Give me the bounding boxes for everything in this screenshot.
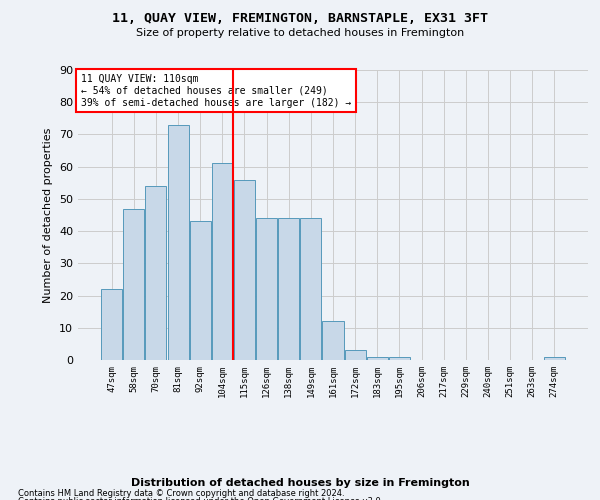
Bar bbox=[544, 357, 565, 360]
Bar bbox=[101, 289, 122, 360]
Bar bbox=[234, 180, 255, 360]
Bar bbox=[278, 218, 299, 360]
Bar bbox=[124, 208, 145, 360]
Bar bbox=[145, 186, 166, 360]
Text: 11, QUAY VIEW, FREMINGTON, BARNSTAPLE, EX31 3FT: 11, QUAY VIEW, FREMINGTON, BARNSTAPLE, E… bbox=[112, 12, 488, 26]
Y-axis label: Number of detached properties: Number of detached properties bbox=[43, 128, 53, 302]
Bar bbox=[256, 218, 277, 360]
Text: 11 QUAY VIEW: 110sqm
← 54% of detached houses are smaller (249)
39% of semi-deta: 11 QUAY VIEW: 110sqm ← 54% of detached h… bbox=[80, 74, 351, 108]
Bar bbox=[212, 164, 233, 360]
Bar bbox=[190, 222, 211, 360]
Text: Contains HM Land Registry data © Crown copyright and database right 2024.: Contains HM Land Registry data © Crown c… bbox=[18, 489, 344, 498]
Bar bbox=[301, 218, 322, 360]
Text: Distribution of detached houses by size in Fremington: Distribution of detached houses by size … bbox=[131, 478, 469, 488]
Bar bbox=[389, 357, 410, 360]
Bar bbox=[344, 350, 365, 360]
Bar bbox=[322, 322, 344, 360]
Bar bbox=[167, 125, 188, 360]
Bar bbox=[367, 357, 388, 360]
Text: Size of property relative to detached houses in Fremington: Size of property relative to detached ho… bbox=[136, 28, 464, 38]
Text: Contains public sector information licensed under the Open Government Licence v3: Contains public sector information licen… bbox=[18, 496, 383, 500]
